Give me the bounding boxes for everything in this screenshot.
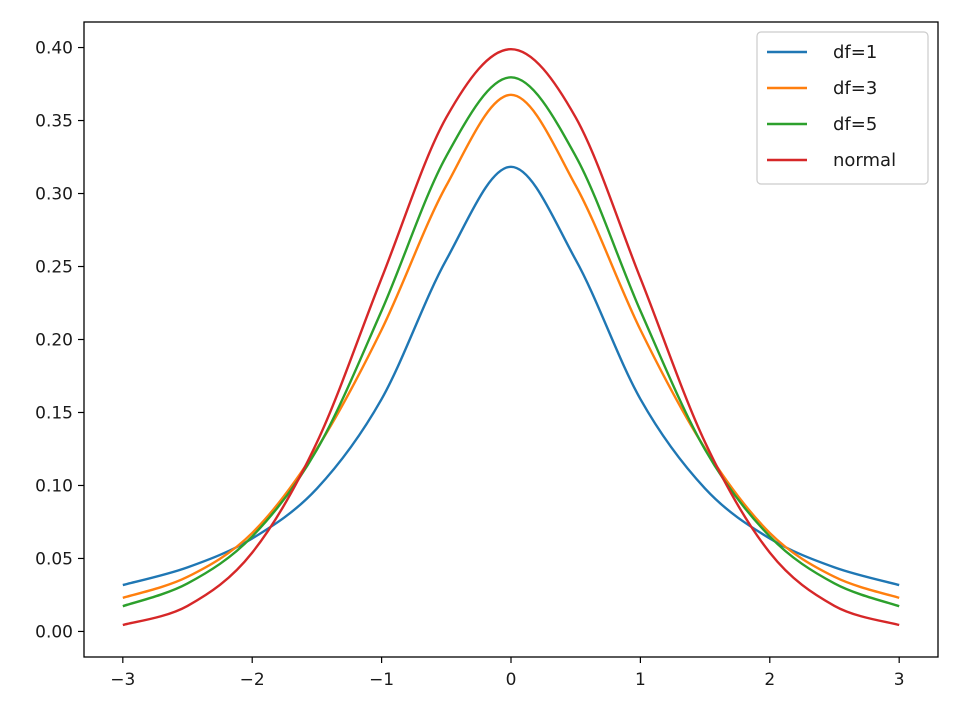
y-tick-label: 0.10 [35,476,73,496]
y-tick-label: 0.00 [35,622,73,642]
series-line-2 [122,93,900,600]
y-tick-label: 0.15 [35,403,73,423]
legend-label: df=3 [833,78,877,99]
plot-area [122,47,900,627]
x-tick-label: −3 [110,670,135,690]
series-line-3 [122,76,900,608]
y-tick-label: 0.30 [35,185,73,205]
series-line-1 [122,165,900,587]
legend-box [756,31,929,185]
x-tick-label: 3 [894,670,905,690]
series-line-4 [122,47,900,627]
x-axis: −3 −2 −1 0 1 2 3 [110,657,905,690]
x-tick-label: −1 [369,670,394,690]
x-tick-label: 0 [506,670,517,690]
legend-label: df=5 [833,114,877,135]
y-tick-label: 0.35 [35,112,73,132]
x-tick-label: 1 [635,670,646,690]
x-tick-label: 2 [764,670,775,690]
y-tick-label: 0.20 [35,331,73,351]
y-axis: 0.00 0.05 0.10 0.15 0.20 0.25 0.30 0.35 0.40 [35,39,84,642]
y-tick-label: 0.05 [35,549,73,569]
y-tick-label: 0.25 [35,258,73,278]
legend-label: df=1 [833,42,877,63]
legend-label: normal [833,150,896,171]
x-tick-label: −2 [240,670,265,690]
legend: df=1 df=3 df=5 normal [756,31,929,185]
y-tick-label: 0.40 [35,39,73,59]
